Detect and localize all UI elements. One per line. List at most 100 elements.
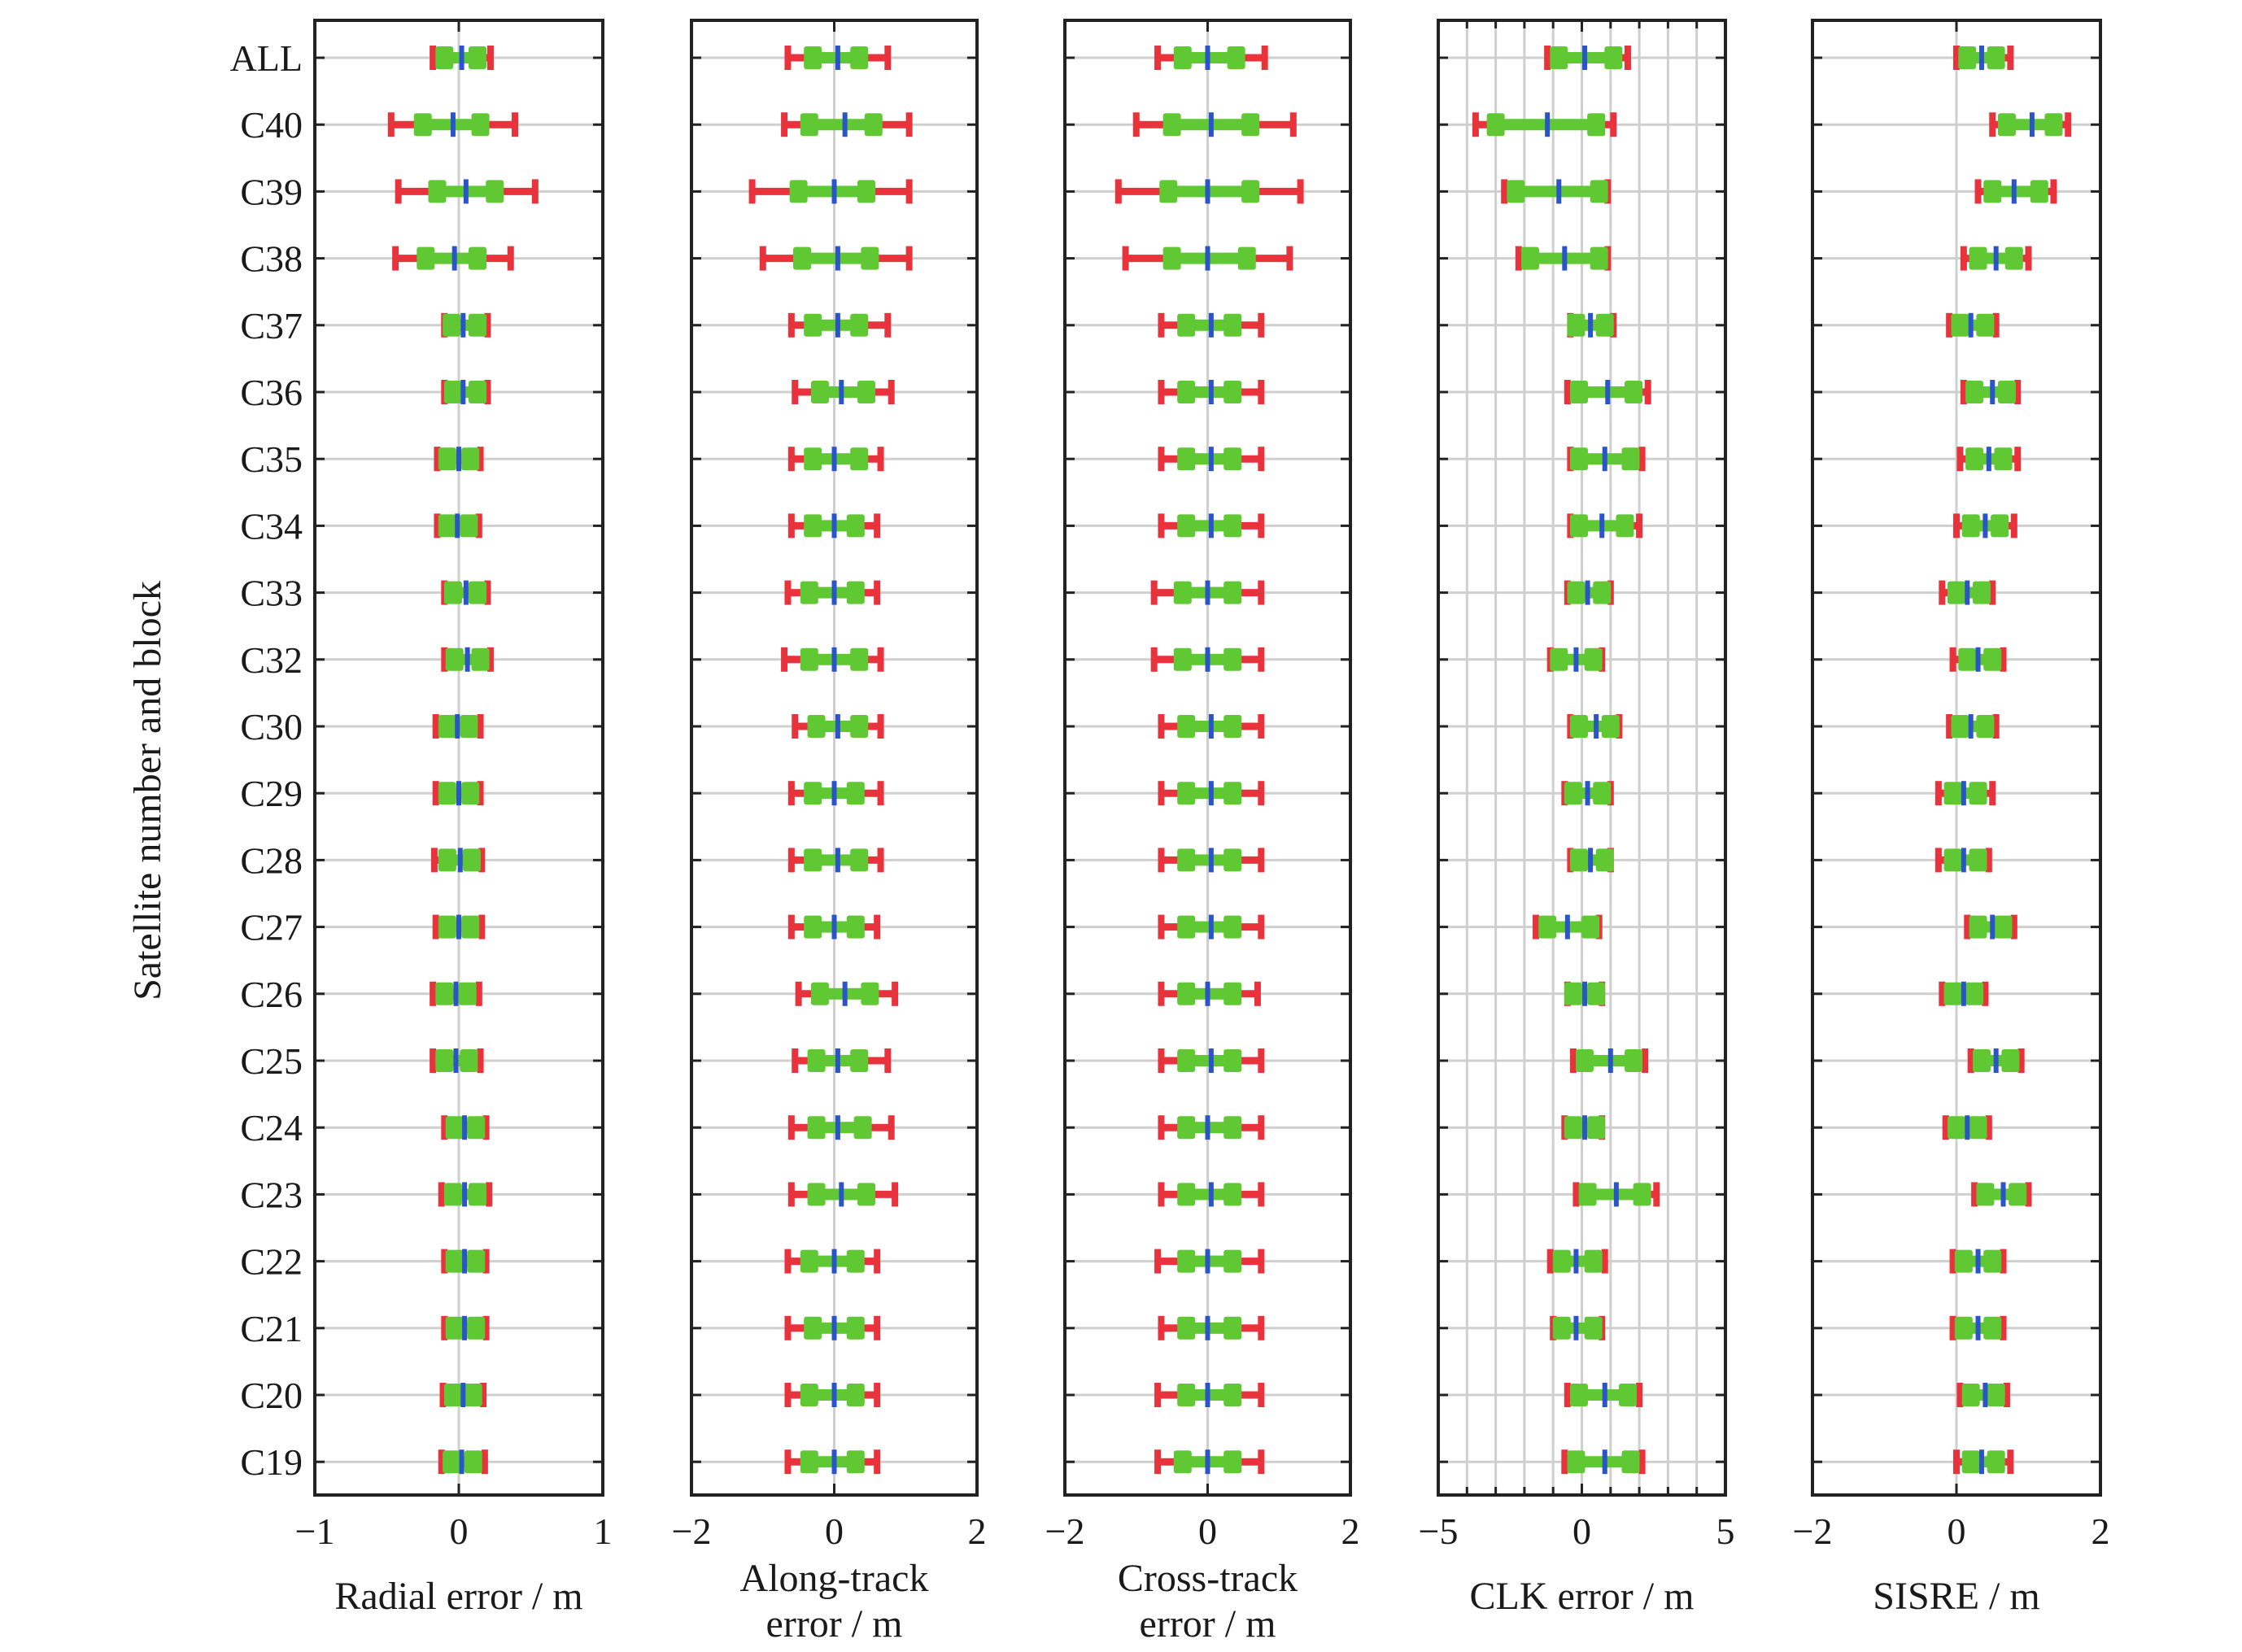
whisker-cap-max: [2014, 447, 2022, 472]
whisker-cap-min: [1564, 1383, 1571, 1407]
series-row-c33: [784, 580, 881, 605]
category-label-c40: C40: [240, 104, 303, 146]
median-marker: [455, 513, 460, 538]
median-marker: [1205, 1115, 1210, 1140]
x-axis-label: SISRE / m: [1873, 1575, 2039, 1618]
whisker-cap-max: [1258, 447, 1265, 472]
series-row-c32: [781, 647, 884, 672]
whisker-cap-min: [1158, 781, 1165, 806]
q3-marker: [861, 982, 879, 1005]
whisker-cap-max: [480, 1383, 487, 1407]
category-label-c26: C26: [240, 974, 303, 1015]
series-row-c21: [1550, 1315, 1606, 1340]
x-tick-label: 2: [2092, 1510, 2110, 1552]
q1-marker: [1569, 848, 1588, 872]
whisker-cap-min: [1953, 1449, 1960, 1475]
series-row-c19: [1953, 1449, 2014, 1475]
whisker-cap-min: [1942, 1115, 1949, 1140]
median-marker: [1993, 1048, 1999, 1073]
median-marker: [1208, 513, 1214, 538]
q1-marker: [435, 46, 454, 69]
x-tick-label: 0: [1948, 1510, 1966, 1552]
q1-marker: [1951, 313, 1969, 337]
category-label-c24: C24: [240, 1107, 303, 1149]
median-marker: [2000, 1182, 2006, 1207]
median-marker: [1968, 714, 1974, 739]
whisker-cap-max: [1258, 312, 1265, 338]
q3-marker: [1224, 647, 1242, 671]
q1-marker: [1961, 1450, 1980, 1474]
q1-marker: [800, 1450, 818, 1474]
whisker-cap-max: [884, 312, 892, 338]
q1-marker: [800, 113, 818, 137]
series-row-c26: [1939, 981, 1989, 1006]
category-label-c22: C22: [240, 1241, 303, 1283]
whisker-cap-max: [2000, 1249, 2007, 1274]
q3-marker: [469, 381, 487, 403]
whisker-cap-max: [874, 1249, 881, 1274]
median-marker: [1205, 246, 1210, 271]
whisker-cap-max: [477, 1048, 484, 1073]
whisker-cap-max: [478, 848, 486, 873]
q3-marker: [846, 1450, 865, 1474]
q1-marker: [1173, 581, 1192, 604]
q3-marker: [1972, 581, 1991, 604]
q1-marker: [1177, 848, 1196, 872]
whisker-cap-min: [784, 1249, 792, 1274]
q1-marker: [1177, 1116, 1196, 1140]
whisker-cap-min: [1154, 46, 1162, 70]
whisker-cap-min: [1533, 914, 1540, 939]
whisker-cap-min: [1572, 1182, 1580, 1207]
q1-marker: [1576, 1049, 1594, 1072]
q3-marker: [1224, 381, 1242, 403]
whisker-cap-min: [1158, 848, 1165, 873]
median-marker: [1545, 112, 1551, 137]
panel-5: −2 0 2 SISRE / m: [1793, 19, 2110, 1618]
series-row-c24: [787, 1115, 895, 1140]
q1-marker: [1965, 381, 1984, 403]
q3-marker: [1976, 715, 1995, 738]
series-row-c25: [792, 1048, 892, 1073]
whisker-cap-max: [1258, 1048, 1265, 1073]
category-label-c36: C36: [240, 372, 303, 413]
q3-marker: [1587, 1116, 1606, 1140]
series-row-c29: [1934, 781, 1996, 806]
q1-marker: [438, 447, 456, 471]
q1-marker: [793, 246, 812, 270]
whisker-cap-min: [795, 981, 802, 1006]
q3-marker: [846, 1384, 865, 1406]
x-axis-label: CLK error / m: [1470, 1575, 1695, 1618]
median-marker: [2029, 112, 2035, 137]
median-marker: [460, 1383, 466, 1407]
whisker-cap-min: [781, 647, 788, 672]
q3-marker: [461, 915, 480, 939]
series-row-c23: [1572, 1182, 1660, 1207]
series-row-c35: [787, 447, 884, 472]
series-row-c40: [781, 112, 913, 137]
whisker-cap-min: [792, 714, 799, 739]
q3-marker: [467, 1116, 486, 1140]
whisker-cap-max: [486, 647, 494, 672]
q1-marker: [804, 313, 822, 337]
median-marker: [1573, 647, 1579, 672]
median-marker: [456, 914, 461, 939]
whisker-cap-max: [1289, 112, 1297, 137]
whisker-cap-min: [787, 312, 795, 338]
series-row-all: [430, 46, 494, 70]
whisker-cap-max: [1636, 1383, 1643, 1407]
q1-marker: [804, 1316, 822, 1340]
q1-marker: [1961, 514, 1980, 538]
series-row-c32: [441, 647, 494, 672]
series-row-c21: [784, 1315, 881, 1340]
whisker-cap-min: [787, 1115, 795, 1140]
whisker-cap-max: [477, 781, 484, 806]
median-marker: [455, 714, 460, 739]
median-marker: [1978, 46, 1984, 70]
whisker-cap-min: [432, 781, 439, 806]
whisker-cap-min: [430, 46, 437, 70]
whisker-cap-min: [1544, 46, 1551, 70]
q1-marker: [1567, 1450, 1586, 1474]
whisker-cap-min: [430, 1048, 437, 1073]
median-marker: [1594, 714, 1599, 739]
median-marker: [1205, 179, 1210, 204]
